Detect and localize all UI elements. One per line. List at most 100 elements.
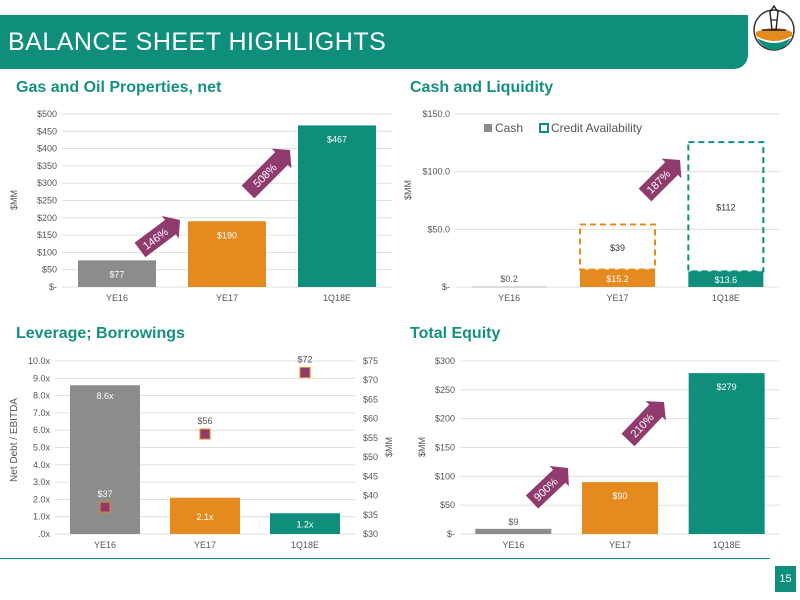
- chart1-growth-arrow-1-shape: [134, 216, 181, 258]
- chart2-ytick-label: $150.0: [422, 109, 450, 119]
- chart2-growth-arrow: 187%: [638, 158, 682, 202]
- chart3-ytick-label: 10.0x: [28, 356, 51, 366]
- chart3-ylabel: Net Debt / EBITDA: [9, 398, 20, 482]
- chart3-y2tick-label: $55: [363, 433, 378, 443]
- chart4-bar: [582, 482, 658, 534]
- page-number: 15: [775, 566, 796, 592]
- chart4-ytick-label: $300: [435, 356, 455, 366]
- chart1-growth-arrow-2: 508%: [241, 148, 292, 199]
- chart3-ytick-label: 5.0x: [33, 443, 51, 453]
- chart3-ytick-label: 7.0x: [33, 408, 51, 418]
- chart4-ytick-label: $250: [435, 385, 455, 395]
- chart1-ytick-label: $100: [37, 247, 57, 257]
- chart2-xtick-label: 1Q18E: [712, 293, 740, 303]
- chart3-marker-label: $72: [297, 355, 312, 365]
- chart1-ytick-label: $200: [37, 213, 57, 223]
- chart2-xtick-label: YE16: [498, 293, 520, 303]
- chart3-y2tick-label: $45: [363, 471, 378, 481]
- chart4-growth-arrow-1: 900%: [525, 466, 569, 509]
- chart3-marker-label: $37: [97, 489, 112, 499]
- chart2-credit-label: $39: [610, 243, 625, 253]
- chart3-ytick-label: 2.0x: [33, 494, 51, 504]
- chart3-y2tick-label: $30: [363, 529, 378, 539]
- chart3-y2tick-label: $50: [363, 452, 378, 462]
- chart4-ytick-label: $-: [447, 529, 455, 539]
- chart2-ytick-label: $-: [442, 282, 450, 292]
- chart1-title: Gas and Oil Properties, net: [16, 79, 222, 96]
- chart3-y2tick-label: $60: [363, 414, 378, 424]
- chart2-xtick-label: YE17: [606, 293, 628, 303]
- chart2-legend-label-credit: Credit Availability: [551, 121, 642, 135]
- footer-divider: [0, 558, 770, 559]
- chart3-marker-label: $56: [197, 416, 212, 426]
- chart1-ytick-label: $400: [37, 144, 57, 154]
- chart2-legend-label-cash: Cash: [495, 121, 523, 135]
- chart4-xtick-label: 1Q18E: [713, 540, 741, 550]
- chart1-bar: [188, 221, 266, 287]
- chart1-data-label: $190: [217, 230, 237, 240]
- chart3-ytick-label: 8.0x: [33, 391, 51, 401]
- chart2-growth-arrow-shape: [638, 158, 682, 202]
- chart3-ytick-label: .0x: [38, 529, 51, 539]
- chart3-xtick-label: YE17: [194, 540, 216, 550]
- chart3-bar: [170, 497, 240, 534]
- chart3-ytick-label: 4.0x: [33, 460, 51, 470]
- chart4-ytick-label: $100: [435, 471, 455, 481]
- chart3-marker: [299, 367, 311, 379]
- chart3-ytick-label: 6.0x: [33, 425, 51, 435]
- chart4-bar: [475, 528, 552, 534]
- chart3-xtick-label: 1Q18E: [291, 540, 319, 550]
- chart3-y2tick-label: $70: [363, 375, 378, 385]
- chart1-data-label: $77: [109, 269, 124, 279]
- chart1-ytick-label: $300: [37, 178, 57, 188]
- chart4-ytick-label: $50: [440, 500, 455, 510]
- chart3-ytick-label: 9.0x: [33, 373, 51, 383]
- oil-derrick-logo-icon: [753, 4, 795, 51]
- chart2-cash-label: $0.2: [500, 274, 518, 284]
- chart1-ytick-label: $150: [37, 230, 57, 240]
- chart4-growth-arrow-2-shape: [621, 401, 666, 447]
- chart1-ytick-label: $350: [37, 161, 57, 171]
- chart2-cash-label: $15.2: [606, 274, 629, 284]
- chart3-y2tick-label: $40: [363, 491, 378, 501]
- chart3-y2tick-label: $75: [363, 356, 378, 366]
- chart3-ytick-label: 1.0x: [33, 512, 51, 522]
- chart2-ytick-label: $50.0: [427, 224, 450, 234]
- chart4-growth-arrow-2: 210%: [621, 401, 666, 447]
- chart4-xtick-label: YE17: [609, 540, 631, 550]
- chart4-ylabel: $MM: [417, 437, 427, 457]
- chart4-data-label: $9: [508, 517, 518, 527]
- chart1-ytick-label: $50: [42, 265, 57, 275]
- title-banner: BALANCE SHEET HIGHLIGHTS: [0, 15, 748, 69]
- chart3-ytick-label: 3.0x: [33, 477, 51, 487]
- chart3-y2tick-label: $35: [363, 510, 378, 520]
- chart3-data-label: 2.1x: [196, 512, 214, 522]
- chart4-data-label: $279: [717, 382, 737, 392]
- chart1-growth-arrow-2-shape: [241, 148, 292, 199]
- chart4-xtick-label: YE16: [502, 540, 524, 550]
- chart3-y2label: $MM: [384, 437, 394, 457]
- chart3-xtick-label: YE16: [94, 540, 116, 550]
- chart2-cash-bar: [471, 286, 547, 288]
- chart2-cash-bar: [688, 271, 764, 287]
- chart1-bar: [298, 125, 376, 287]
- chart1-ylabel: $MM: [9, 190, 19, 210]
- chart1-bar: [78, 260, 156, 287]
- chart3-marker: [99, 501, 111, 513]
- chart3-title: Leverage; Borrowings: [16, 325, 185, 342]
- chart1-ytick-label: $-: [49, 282, 57, 292]
- chart4-data-label: $90: [612, 491, 627, 501]
- chart2-ylabel: $MM: [403, 180, 413, 200]
- chart2-credit-bar: [687, 141, 765, 273]
- chart4-ytick-label: $150: [435, 443, 455, 453]
- chart3-data-label: 8.6x: [96, 391, 114, 401]
- chart3-marker: [199, 428, 211, 440]
- chart1-xtick-label: YE16: [106, 293, 128, 303]
- chart2-legend-swatch-cash: [484, 124, 492, 132]
- chart4-ytick-label: $200: [435, 414, 455, 424]
- chart4-growth-arrow-1-shape: [525, 466, 569, 509]
- chart3-y2tick-label: $65: [363, 394, 378, 404]
- chart4-bar: [688, 373, 765, 534]
- chart4-title: Total Equity: [410, 325, 501, 342]
